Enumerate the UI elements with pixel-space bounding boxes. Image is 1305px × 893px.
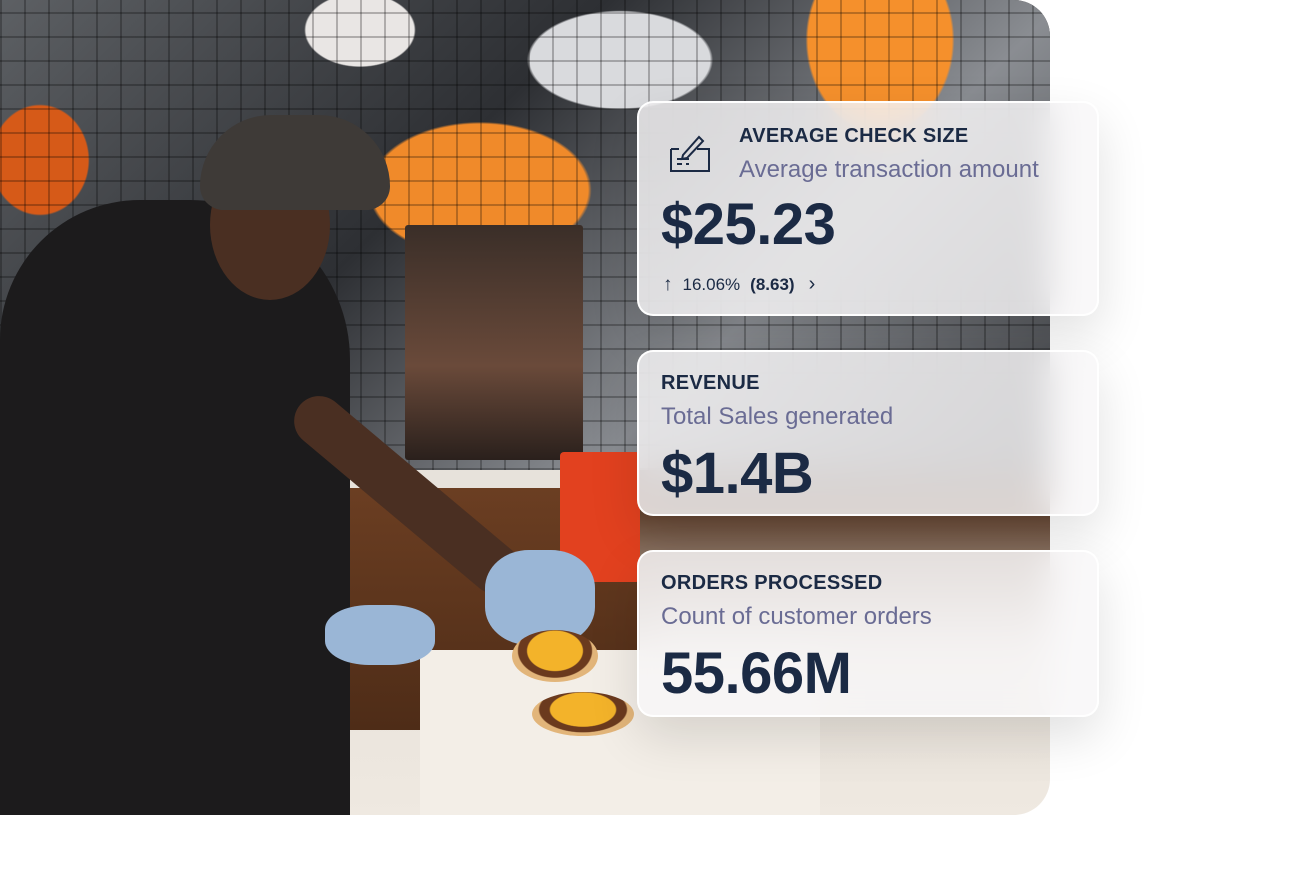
trend-percent: 16.06% <box>682 274 741 294</box>
average-check-size-card: AVERAGE CHECK SIZE Average transaction a… <box>637 101 1099 316</box>
glove <box>485 550 595 645</box>
revenue-card: REVENUE Total Sales generated $1.4B <box>637 350 1099 516</box>
chevron-right-icon[interactable]: › <box>808 273 816 295</box>
cook-cap <box>200 115 390 210</box>
card-title: ORDERS PROCESSED <box>661 572 883 594</box>
burger <box>512 630 598 682</box>
check-writing-icon <box>670 135 710 172</box>
card-title: AVERAGE CHECK SIZE <box>739 125 969 147</box>
burger <box>532 692 634 736</box>
trend-delta: (8.63) <box>750 274 795 294</box>
arrow-up-icon: ↑ <box>663 273 673 295</box>
card-value: 55.66M <box>661 641 852 706</box>
card-subtitle: Count of customer orders <box>661 603 932 630</box>
card-subtitle: Average transaction amount <box>739 156 1039 183</box>
card-value: $25.23 <box>661 192 836 257</box>
glove <box>325 605 435 665</box>
orders-processed-card: ORDERS PROCESSED Count of customer order… <box>637 550 1099 717</box>
card-subtitle: Total Sales generated <box>661 403 894 430</box>
trend-row[interactable]: ↑ 16.06% (8.63) › <box>663 273 815 296</box>
cook-body <box>0 200 350 815</box>
card-value: $1.4B <box>661 441 814 506</box>
card-title: REVENUE <box>661 372 760 394</box>
wall-poster <box>405 225 583 460</box>
